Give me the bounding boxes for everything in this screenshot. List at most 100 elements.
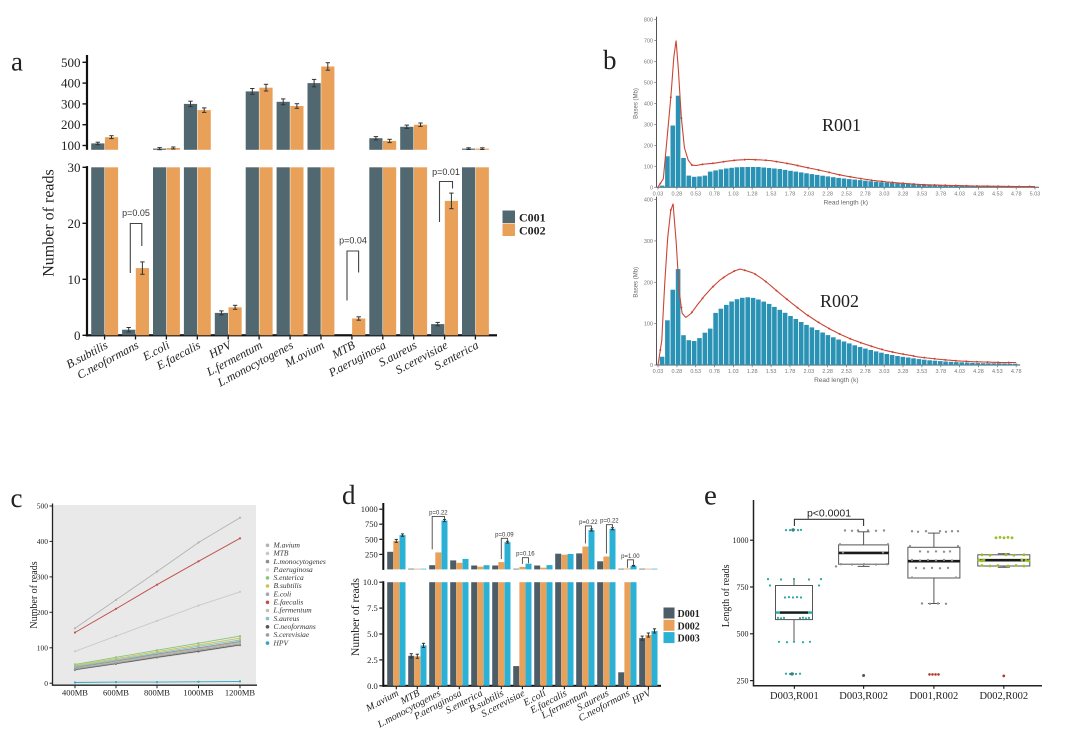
svg-text:2.03: 2.03 [803,369,814,375]
svg-text:1.03: 1.03 [728,369,739,375]
svg-text:0.78: 0.78 [709,369,720,375]
svg-text:1.78: 1.78 [785,369,796,375]
svg-text:Read length (k): Read length (k) [814,377,858,384]
svg-text:500: 500 [61,55,81,70]
svg-text:p=0.01: p=0.01 [432,167,460,177]
svg-text:0.03: 0.03 [653,369,664,375]
svg-text:b: b [603,45,617,75]
svg-text:4.53: 4.53 [992,191,1003,197]
svg-text:100: 100 [644,164,653,170]
svg-text:p=0.04: p=0.04 [339,236,367,246]
svg-text:200: 200 [644,143,653,149]
svg-text:0: 0 [650,363,653,369]
svg-text:3.53: 3.53 [917,191,928,197]
svg-text:3.03: 3.03 [879,191,890,197]
svg-text:3.28: 3.28 [898,369,909,375]
svg-text:C.neoformans: C.neoformans [274,622,316,631]
svg-text:E.faecalis: E.faecalis [273,598,304,607]
svg-text:700: 700 [644,39,653,45]
svg-text:10: 10 [68,272,81,287]
svg-text:100: 100 [644,322,653,328]
svg-text:4.78: 4.78 [1011,369,1022,375]
svg-text:1.28: 1.28 [747,191,758,197]
svg-text:0.0: 0.0 [367,681,378,691]
svg-text:P.aeruginosa: P.aeruginosa [273,565,313,574]
svg-text:a: a [11,47,23,77]
svg-text:p<0.0001: p<0.0001 [807,508,851,520]
svg-text:500: 500 [644,81,653,87]
svg-text:0.28: 0.28 [672,369,683,375]
svg-text:300: 300 [61,96,81,111]
svg-text:D001,R002: D001,R002 [910,691,959,702]
svg-text:100: 100 [37,644,49,653]
svg-text:4.03: 4.03 [954,191,965,197]
svg-text:R001: R001 [822,115,861,135]
svg-text:Bases (Mb): Bases (Mb) [634,88,640,119]
svg-text:L.monocytogenes: L.monocytogenes [273,557,326,566]
svg-text:D001: D001 [678,609,700,620]
svg-text:E.coli: E.coli [273,589,292,598]
svg-text:Number of reads: Number of reads [41,169,58,277]
svg-text:S.enterica: S.enterica [274,573,304,582]
svg-text:400: 400 [37,537,49,546]
svg-text:1000: 1000 [733,536,749,545]
svg-text:800MB: 800MB [144,688,170,698]
svg-text:B.subtilis: B.subtilis [274,581,302,590]
svg-text:10.0: 10.0 [363,577,378,587]
svg-text:300: 300 [644,239,653,245]
svg-text:2.78: 2.78 [860,369,871,375]
svg-text:L.fermentum: L.fermentum [273,606,313,615]
svg-text:C002: C002 [519,224,546,238]
svg-text:400: 400 [61,76,81,91]
svg-text:p=0.16: p=0.16 [516,552,535,558]
svg-text:200: 200 [61,117,81,132]
svg-text:4.78: 4.78 [1011,191,1022,197]
svg-text:1000: 1000 [361,504,378,514]
svg-text:0: 0 [74,328,81,343]
svg-text:750: 750 [737,583,749,592]
svg-text:1000MB: 1000MB [183,688,214,698]
svg-text:D002: D002 [678,621,700,632]
svg-text:30: 30 [68,160,81,175]
svg-text:600MB: 600MB [103,688,129,698]
svg-text:p=0.22: p=0.22 [600,519,619,525]
svg-text:100: 100 [61,138,81,153]
svg-text:4.53: 4.53 [992,369,1003,375]
svg-text:Number of reads: Number of reads [349,578,362,656]
svg-text:p=1.00: p=1.00 [621,554,640,560]
svg-text:2.03: 2.03 [803,191,814,197]
svg-text:S.aureus: S.aureus [274,614,300,623]
svg-text:0: 0 [44,679,48,688]
svg-text:D003: D003 [678,634,700,645]
svg-text:3.28: 3.28 [898,191,909,197]
svg-text:4.03: 4.03 [954,369,965,375]
svg-text:R002: R002 [820,291,859,311]
svg-text:500: 500 [737,630,749,639]
svg-text:1.28: 1.28 [747,369,758,375]
svg-text:Bases (Mb): Bases (Mb) [634,267,640,298]
svg-text:200: 200 [644,280,653,286]
svg-text:0.03: 0.03 [653,191,664,197]
svg-text:1.53: 1.53 [766,369,777,375]
svg-text:0.53: 0.53 [690,369,701,375]
svg-text:20: 20 [68,216,81,231]
svg-text:600: 600 [644,60,653,66]
svg-text:p=0.05: p=0.05 [122,208,150,218]
svg-text:3.78: 3.78 [935,191,946,197]
svg-text:0.78: 0.78 [709,191,720,197]
svg-text:2.53: 2.53 [841,369,852,375]
svg-text:2.5: 2.5 [367,655,378,665]
svg-text:HPV: HPV [273,638,290,647]
svg-text:Number of reads: Number of reads [29,561,40,628]
svg-text:0: 0 [650,185,653,191]
svg-text:c: c [11,483,23,513]
svg-text:2.28: 2.28 [822,369,833,375]
svg-text:p=0.22: p=0.22 [579,520,598,526]
svg-text:300: 300 [37,573,49,582]
svg-text:d: d [342,480,356,510]
svg-text:2.28: 2.28 [822,191,833,197]
svg-text:2.78: 2.78 [860,191,871,197]
svg-text:e: e [704,480,717,512]
svg-text:4.28: 4.28 [973,191,984,197]
svg-text:300: 300 [644,122,653,128]
